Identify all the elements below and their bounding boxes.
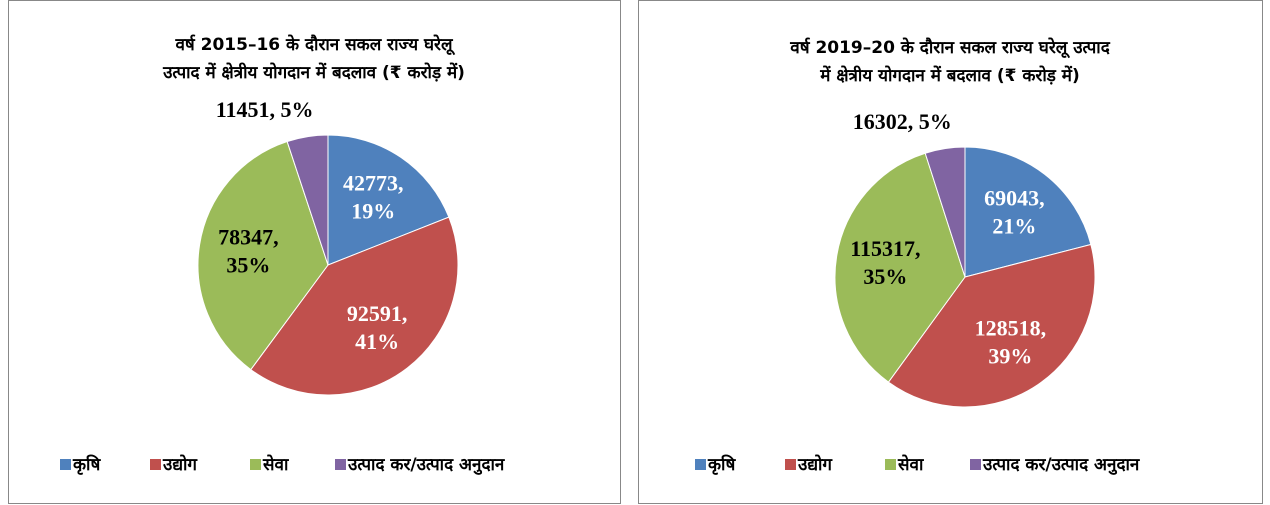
data-label: 115317, 35% [850, 236, 920, 289]
data-label: 92591, 41% [347, 301, 408, 354]
pie-slice [197, 140, 329, 371]
legend-label: सेवा [897, 454, 924, 475]
pie-slice [887, 243, 1096, 408]
legend-label: उद्योग [797, 454, 833, 475]
legend-swatch [335, 459, 346, 470]
legend-label: उद्योग [162, 454, 198, 475]
data-label: 128518, 39% [975, 316, 1047, 369]
pie-slice [924, 146, 966, 278]
legend-label: सेवा [262, 454, 289, 475]
legend-swatch [250, 459, 261, 470]
chart-title: उत्पाद में क्षेत्रीय योगदान में बदलाव (₹… [162, 62, 465, 83]
legend-label: कृषि [707, 454, 736, 475]
data-label: 69043, 21% [984, 185, 1045, 238]
legend-swatch [970, 459, 981, 470]
pie-slice [834, 152, 966, 383]
data-label: 42773, 19% [343, 170, 404, 223]
pie-slice [327, 134, 450, 266]
legend-swatch [695, 459, 706, 470]
legend-swatch [150, 459, 161, 470]
chart-title: वर्ष 2019–20 के दौरान सकल राज्य घरेलू उत… [789, 37, 1110, 59]
chart-title: में क्षेत्रीय योगदान में बदलाव (₹ करोड़ … [819, 65, 1079, 86]
pie-slice [286, 134, 329, 266]
legend-swatch [785, 459, 796, 470]
legend-label: उत्पाद कर/उत्पाद अनुदान [982, 455, 1140, 475]
legend-swatch [885, 459, 896, 470]
chart-title: वर्ष 2015–16 के दौरान सकल राज्य घरेलू [174, 34, 455, 56]
data-label: 16302, 5% [853, 109, 952, 134]
data-label: 11451, 5% [216, 97, 314, 122]
data-label: 78347, 35% [218, 224, 279, 277]
pie-slice [964, 146, 1092, 278]
pie-slice [250, 216, 459, 396]
legend-label: कृषि [72, 454, 101, 475]
legend-swatch [60, 459, 71, 470]
legend-label: उत्पाद कर/उत्पाद अनुदान [347, 455, 505, 475]
